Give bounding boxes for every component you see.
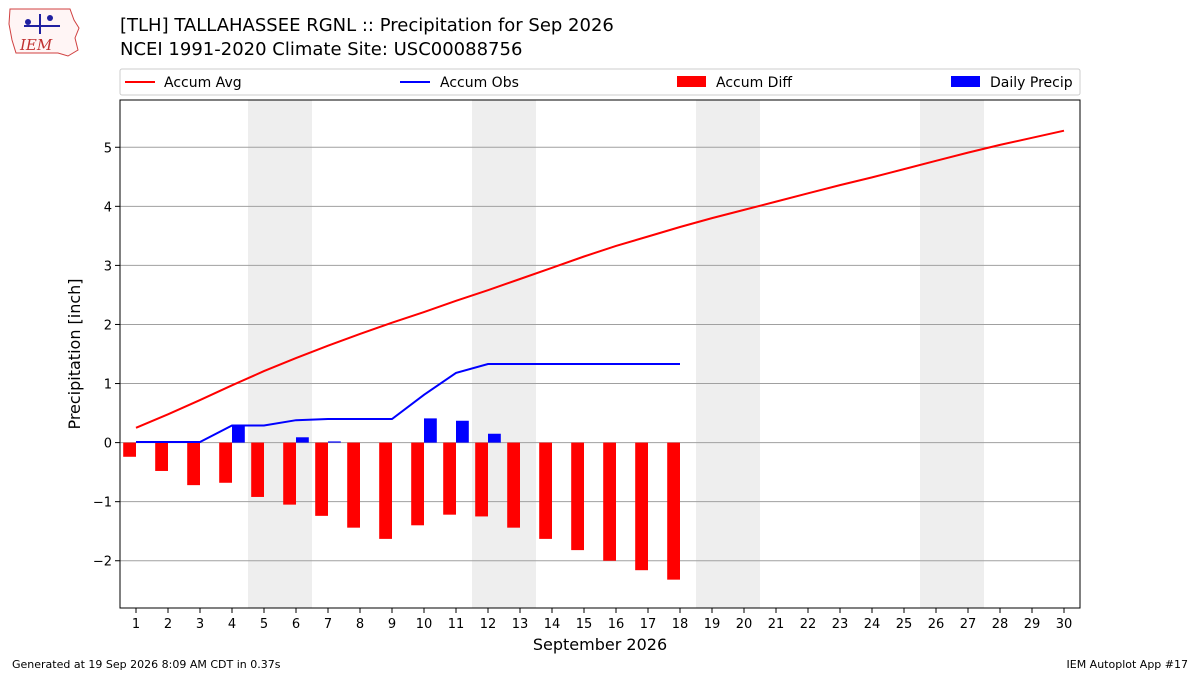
x-tick-label: 12 (480, 617, 497, 632)
accum-diff-bar (603, 442, 616, 561)
chart-subtitle: NCEI 1991-2020 Climate Site: USC00088756 (120, 39, 522, 60)
x-tick-label: 18 (672, 617, 689, 632)
y-axis-ticks: −2 −1 0 1 2 3 4 5 (93, 141, 120, 570)
x-tick-label: 23 (832, 617, 849, 632)
legend-label-accum-obs: Accum Obs (440, 75, 519, 91)
y-axis-label: Precipitation [inch] (65, 278, 84, 429)
x-tick-label: 17 (640, 617, 657, 632)
chart-title: [TLH] TALLAHASSEE RGNL :: Precipitation … (120, 15, 614, 36)
accum-diff-bar (379, 442, 392, 539)
daily-precip-bar (328, 441, 341, 443)
x-tick-label: 29 (1024, 617, 1041, 632)
weekend-shading (248, 100, 984, 608)
accum-diff-bar (251, 442, 264, 497)
bars-layer (123, 418, 680, 580)
x-tick-label: 9 (388, 617, 396, 632)
x-tick-label: 22 (800, 617, 817, 632)
accum-diff-bar (411, 442, 424, 526)
legend-label-accum-diff: Accum Diff (716, 75, 792, 91)
footer-generated: Generated at 19 Sep 2026 8:09 AM CDT in … (12, 658, 281, 671)
accum-diff-bar (187, 442, 200, 486)
x-tick-label: 10 (416, 617, 433, 632)
x-tick-label: 11 (448, 617, 465, 632)
x-tick-label: 20 (736, 617, 753, 632)
y-tick-label: 1 (104, 378, 112, 393)
gridlines (120, 146, 1080, 562)
accum-diff-bar (635, 442, 648, 571)
x-tick-label: 13 (512, 617, 529, 632)
y-tick-label: 4 (104, 200, 112, 215)
daily-precip-bar (296, 437, 309, 443)
legend-frame (119, 68, 1081, 96)
accum-diff-bar (219, 442, 232, 483)
x-tick-label: 30 (1056, 617, 1073, 632)
x-tick-label: 5 (260, 617, 268, 632)
accum-diff-bar (507, 442, 520, 528)
accum-diff-bar (475, 442, 488, 517)
accum-diff-bar (667, 442, 680, 580)
x-tick-label: 26 (928, 617, 945, 632)
x-tick-label: 24 (864, 617, 881, 632)
accum-diff-bar (123, 442, 136, 457)
accum-diff-bar (443, 442, 456, 515)
x-tick-label: 14 (544, 617, 561, 632)
legend-label-daily-precip: Daily Precip (990, 75, 1073, 91)
x-axis-label: September 2026 (533, 635, 667, 654)
y-tick-label: −2 (93, 555, 112, 570)
y-tick-label: 5 (104, 141, 112, 156)
accum-diff-bar (315, 442, 328, 516)
daily-precip-bar (424, 418, 437, 443)
x-axis-ticks: 1 2 3 4 5 6 7 8 9 10 11 12 13 14 15 16 17 18 19 20 21 22 23 24 2… (132, 608, 1072, 632)
x-tick-label: 19 (704, 617, 721, 632)
iem-logo: IEM (8, 8, 80, 57)
legend-swatch-accum-diff (677, 76, 706, 87)
weekend-band-4 (920, 100, 984, 608)
accum-obs-line (136, 363, 680, 443)
accum-avg-line (135, 129, 1065, 429)
x-tick-label: 1 (132, 617, 140, 632)
y-tick-label: 2 (104, 318, 112, 333)
x-tick-label: 8 (356, 617, 364, 632)
x-tick-label: 21 (768, 617, 785, 632)
x-tick-label: 6 (292, 617, 300, 632)
weekend-band-3 (696, 100, 760, 608)
legend-label-accum-avg: Accum Avg (164, 75, 242, 91)
accum-diff-bar (571, 442, 584, 551)
accum-diff-bar (155, 442, 168, 471)
legend: Accum Avg Accum Obs Accum Diff Daily Pre… (119, 68, 1081, 96)
logo-node-left-shape (25, 19, 31, 25)
daily-precip-bar (232, 426, 245, 443)
daily-precip-bar (456, 420, 469, 443)
footer-app: IEM Autoplot App #17 (1067, 658, 1189, 671)
x-tick-label: 27 (960, 617, 977, 632)
logo-text: IEM (19, 36, 53, 54)
lines-layer (135, 129, 1065, 443)
x-tick-label: 4 (228, 617, 236, 632)
accum-diff-bar (347, 442, 360, 528)
x-tick-label: 28 (992, 617, 1009, 632)
accum-diff-bar (539, 442, 552, 539)
x-tick-label: 3 (196, 617, 204, 632)
x-tick-label: 16 (608, 617, 625, 632)
x-tick-label: 25 (896, 617, 913, 632)
weekend-band-2 (472, 100, 536, 608)
daily-precip-bar (488, 433, 501, 443)
weekend-band-1 (248, 100, 312, 608)
x-tick-label: 2 (164, 617, 172, 632)
x-tick-label: 7 (324, 617, 332, 632)
logo-node-right-shape (47, 15, 53, 21)
x-tick-label: 15 (576, 617, 593, 632)
plot-frame (119, 99, 1081, 609)
y-tick-label: −1 (93, 496, 112, 511)
legend-swatch-daily-precip (951, 76, 980, 87)
y-tick-label: 0 (104, 437, 112, 452)
accum-diff-bar (283, 442, 296, 505)
y-tick-label: 3 (104, 259, 112, 274)
